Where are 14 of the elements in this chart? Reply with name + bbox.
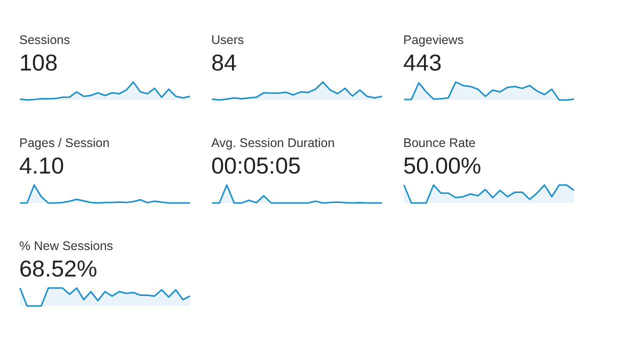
chart-title: Avg. Session Duration bbox=[211, 136, 335, 150]
chart-title: % New Sessions bbox=[19, 238, 114, 253]
chart-subtitle: 84 bbox=[211, 49, 238, 76]
chart-subtitle: 00:05:05 bbox=[211, 152, 301, 178]
chart-subtitle: 108 bbox=[19, 49, 58, 76]
chart-subtitle: 443 bbox=[403, 49, 442, 76]
chart-title: Users bbox=[211, 32, 244, 47]
chart-title: Pages / Session bbox=[19, 136, 110, 150]
chart-title: Bounce Rate bbox=[403, 136, 476, 150]
chart-subtitle: 68.52% bbox=[19, 255, 98, 282]
chart-title: Sessions bbox=[19, 32, 70, 47]
chart-subtitle: 4.10 bbox=[19, 152, 64, 178]
chart-title: Pageviews bbox=[403, 32, 464, 47]
chart-subtitle: 50.00% bbox=[403, 152, 482, 178]
